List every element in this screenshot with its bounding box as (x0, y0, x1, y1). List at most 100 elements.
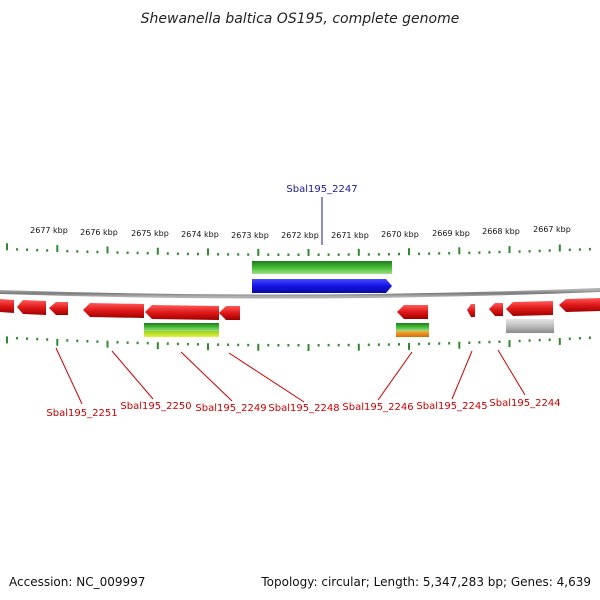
minor-tick (588, 336, 591, 339)
minor-tick (337, 343, 340, 347)
minor-tick (568, 337, 571, 340)
minor-tick (337, 253, 340, 256)
gene-label-sbal195-2246[interactable]: Sbal195_2246 (342, 402, 413, 413)
kbp-label: 2670 kbp (381, 230, 419, 239)
gene-label-sbal195-2251[interactable]: Sbal195_2251 (46, 408, 117, 419)
minor-tick (66, 249, 69, 253)
gene-label-sbal195-2248[interactable]: Sbal195_2248 (268, 403, 339, 414)
minor-tick (126, 251, 129, 254)
minor-tick (488, 340, 491, 344)
outer-tick-track (6, 243, 591, 256)
gene-gray[interactable] (506, 319, 554, 333)
minor-tick (86, 340, 89, 343)
gene-label-sbal195-2249[interactable]: Sbal195_2249 (195, 403, 266, 414)
minor-tick (327, 343, 330, 347)
major-tick (106, 340, 109, 348)
gene-right-edge[interactable] (559, 298, 600, 312)
minor-tick (26, 248, 29, 251)
minor-tick (287, 253, 290, 256)
leader-sbal195-2249 (180, 351, 233, 402)
leader-sbal195-2244 (497, 349, 526, 396)
minor-tick (247, 253, 250, 256)
kbp-label: 2676 kbp (80, 228, 118, 237)
minor-tick (66, 339, 69, 342)
minor-tick (297, 253, 300, 256)
gene-sbal195-2244[interactable] (506, 301, 553, 316)
minor-tick (347, 253, 350, 256)
minor-tick (136, 251, 139, 255)
minor-tick (387, 343, 390, 346)
selected-gene-label[interactable]: Sbal195_2247 (286, 184, 357, 195)
minor-tick (398, 252, 400, 256)
minor-tick (267, 343, 270, 347)
kbp-label: 2669 kbp (432, 229, 470, 238)
minor-tick (277, 253, 280, 256)
similarity-bar-green (144, 323, 219, 331)
minor-tick (478, 251, 481, 254)
minor-tick (327, 253, 330, 256)
minor-tick (418, 342, 421, 346)
major-tick (307, 249, 310, 256)
gene-sbal195-2251-a[interactable] (17, 300, 46, 315)
minor-tick (126, 341, 129, 344)
minor-tick (518, 339, 521, 343)
gene-sbal195-2245-small[interactable] (467, 304, 475, 317)
minor-tick (448, 342, 451, 345)
minor-tick (277, 344, 280, 347)
gene-left-edge[interactable] (0, 299, 14, 313)
minor-tick (548, 338, 551, 341)
major-tick (56, 245, 59, 253)
minor-tick (116, 341, 119, 344)
minor-tick (227, 253, 230, 256)
minor-tick (96, 250, 99, 254)
kbp-label: 2671 kbp (331, 231, 369, 240)
major-tick (257, 343, 260, 351)
gene-sbal195-2246[interactable] (397, 305, 428, 319)
gene-sbal195-2245[interactable] (489, 303, 503, 316)
minor-tick (367, 343, 370, 347)
gene-sbal195-2248[interactable] (219, 306, 240, 320)
minor-tick (287, 344, 290, 347)
minor-tick (176, 342, 179, 346)
gene-sbal195-2251-b[interactable] (49, 302, 68, 315)
similarity-bar-green-small (396, 323, 429, 331)
minor-tick (347, 343, 350, 347)
minor-tick (538, 249, 541, 253)
major-tick (156, 342, 159, 350)
major-tick (508, 340, 511, 348)
minor-tick (146, 341, 149, 345)
major-tick (106, 246, 109, 254)
major-tick (56, 338, 59, 346)
minor-tick (518, 250, 521, 253)
gene-label-sbal195-2244[interactable]: Sbal195_2244 (489, 398, 560, 409)
minor-tick (176, 252, 179, 255)
similarity-bar-yellow (144, 331, 219, 337)
major-tick (357, 248, 360, 256)
major-tick (357, 343, 360, 351)
major-tick (156, 247, 159, 255)
leader-sbal195-2250 (111, 350, 154, 400)
minor-tick (448, 252, 451, 255)
major-tick (408, 248, 410, 256)
gene-sbal195-2247[interactable] (252, 279, 392, 293)
major-tick (458, 341, 461, 349)
kbp-label: 2672 kbp (281, 231, 319, 240)
minor-tick (76, 250, 79, 253)
gene-label-sbal195-2250[interactable]: Sbal195_2250 (120, 401, 191, 412)
gene-sbal195-2250[interactable] (83, 303, 144, 318)
major-tick (6, 336, 8, 344)
minor-tick (387, 253, 390, 256)
minor-tick (538, 338, 541, 342)
genome-title: Shewanella baltica OS195, complete genom… (141, 11, 460, 27)
gene-sbal195-2249[interactable] (145, 305, 219, 320)
leader-sbal195-2251 (55, 347, 83, 405)
minor-tick (96, 340, 99, 343)
kbp-label: 2675 kbp (131, 229, 169, 238)
inner-tick-track (6, 336, 591, 351)
leader-sbal195-2245 (451, 350, 473, 400)
minor-tick (377, 343, 380, 346)
genome-summary-text: Topology: circular; Length: 5,347,283 bp… (260, 575, 591, 589)
gene-label-sbal195-2245[interactable]: Sbal195_2245 (416, 401, 487, 412)
minor-tick (317, 253, 320, 256)
minor-tick (578, 337, 581, 340)
